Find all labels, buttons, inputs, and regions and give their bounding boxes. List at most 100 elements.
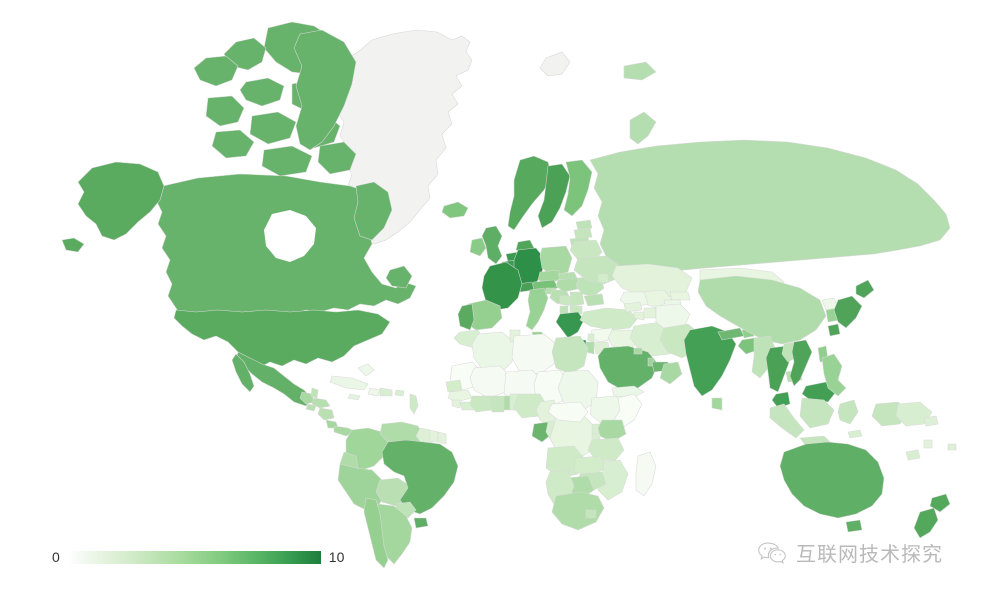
region-uruguay[interactable]: [414, 518, 428, 528]
region-kuwait[interactable]: [634, 348, 642, 354]
region-greece[interactable]: [556, 312, 584, 338]
region-latvia[interactable]: [574, 228, 592, 239]
region-finland[interactable]: [564, 160, 592, 216]
region-canada-arctic-9[interactable]: [212, 130, 254, 158]
region-timor-leste[interactable]: [848, 430, 862, 438]
region-senegal[interactable]: [446, 380, 462, 392]
region-united-kingdom[interactable]: [482, 226, 502, 264]
region-new-caledonia[interactable]: [906, 450, 920, 460]
region-chile[interactable]: [364, 498, 388, 568]
region-oman[interactable]: [660, 362, 682, 384]
region-nicaragua[interactable]: [318, 408, 334, 420]
region-japan[interactable]: [856, 280, 874, 298]
region-sudan[interactable]: [558, 370, 598, 412]
region-canada-arctic-7[interactable]: [250, 112, 296, 144]
region-myanmar[interactable]: [752, 336, 776, 378]
region-turkey[interactable]: [580, 308, 638, 330]
region-moldova[interactable]: [598, 274, 608, 282]
region-puerto-rico[interactable]: [395, 390, 404, 396]
region-bosnia[interactable]: [560, 296, 572, 306]
region-suriname[interactable]: [430, 430, 438, 442]
region-iceland[interactable]: [442, 202, 468, 218]
region-russia[interactable]: [590, 140, 950, 272]
region-sri-lanka[interactable]: [712, 398, 722, 410]
region-aleutian-islands[interactable]: [62, 238, 84, 252]
region-ireland[interactable]: [470, 238, 486, 256]
region-france[interactable]: [482, 262, 522, 310]
region-australia[interactable]: [780, 442, 884, 518]
region-vanuatu[interactable]: [924, 440, 932, 448]
region-bulgaria[interactable]: [584, 294, 604, 306]
region-united-states[interactable]: [174, 310, 390, 368]
region-georgia[interactable]: [624, 302, 642, 312]
region-guinea[interactable]: [448, 390, 472, 402]
region-japan-honshu[interactable]: [834, 296, 862, 328]
region-mali[interactable]: [470, 366, 510, 398]
region-madagascar[interactable]: [636, 452, 656, 496]
region-alaska-usa[interactable]: [78, 162, 164, 240]
region-svalbard[interactable]: [540, 52, 570, 76]
region-hungary[interactable]: [556, 278, 582, 292]
region-dominican-republic[interactable]: [380, 388, 392, 396]
region-japan-kyushu[interactable]: [828, 324, 840, 336]
region-honduras[interactable]: [312, 398, 330, 408]
region-new-zealand-north[interactable]: [930, 494, 950, 512]
region-yemen[interactable]: [612, 386, 644, 398]
region-new-zealand-south[interactable]: [914, 508, 938, 538]
region-mexico[interactable]: [236, 352, 312, 406]
region-south-africa[interactable]: [552, 492, 604, 530]
region-czechia[interactable]: [538, 270, 562, 284]
region-portugal[interactable]: [458, 304, 474, 330]
region-canada-arctic-11[interactable]: [318, 142, 356, 174]
region-newfoundland[interactable]: [354, 182, 392, 240]
region-central-african-republic[interactable]: [548, 402, 588, 422]
region-indonesia-sulawesi[interactable]: [838, 400, 858, 424]
region-guatemala[interactable]: [300, 392, 314, 404]
region-north-macedonia[interactable]: [570, 306, 582, 314]
region-russia-novaya-zemlya[interactable]: [630, 112, 656, 144]
region-canada-arctic-3[interactable]: [194, 56, 238, 86]
region-french-guiana[interactable]: [438, 432, 446, 444]
region-belize[interactable]: [311, 388, 318, 398]
region-haiti[interactable]: [368, 388, 380, 396]
region-libya[interactable]: [512, 334, 556, 374]
region-china[interactable]: [698, 276, 826, 344]
region-baffin-island[interactable]: [294, 30, 356, 150]
region-azerbaijan[interactable]: [644, 308, 656, 318]
region-solomon-islands[interactable]: [924, 416, 938, 426]
region-serbia[interactable]: [570, 292, 584, 306]
region-lesotho[interactable]: [586, 510, 596, 518]
region-indonesia-kalimantan[interactable]: [800, 398, 834, 428]
region-franz-josef[interactable]: [624, 62, 656, 80]
region-norway[interactable]: [508, 156, 552, 230]
region-jamaica[interactable]: [348, 394, 360, 400]
region-cuba[interactable]: [330, 376, 368, 390]
region-canada-arctic-6[interactable]: [206, 96, 244, 126]
region-fiji[interactable]: [948, 444, 956, 450]
region-somalia[interactable]: [614, 394, 642, 428]
region-baja-california[interactable]: [232, 354, 254, 392]
region-sweden[interactable]: [538, 164, 570, 228]
region-ghana[interactable]: [490, 396, 504, 412]
region-brazil[interactable]: [382, 440, 458, 514]
region-canada-arctic-10[interactable]: [262, 146, 312, 176]
region-sierra-leone[interactable]: [452, 400, 460, 408]
region-bahamas[interactable]: [358, 364, 374, 376]
region-togo[interactable]: [504, 396, 510, 410]
region-egypt[interactable]: [552, 336, 588, 374]
region-lesser-antilles[interactable]: [410, 394, 418, 414]
region-newfoundland-island[interactable]: [386, 266, 412, 288]
region-canada-arctic-4[interactable]: [240, 78, 284, 106]
colorbar-gradient[interactable]: [68, 550, 321, 564]
region-vietnam[interactable]: [790, 340, 812, 386]
region-ivory-coast[interactable]: [470, 396, 492, 412]
region-indonesia-sumatra[interactable]: [770, 404, 804, 438]
region-estonia[interactable]: [576, 220, 592, 230]
region-bangladesh[interactable]: [738, 338, 758, 354]
region-kyrgyzstan[interactable]: [670, 292, 690, 300]
region-papua-new-guinea[interactable]: [896, 402, 932, 426]
region-el-salvador[interactable]: [306, 404, 316, 411]
region-armenia[interactable]: [634, 312, 644, 320]
region-philippines[interactable]: [822, 354, 846, 396]
